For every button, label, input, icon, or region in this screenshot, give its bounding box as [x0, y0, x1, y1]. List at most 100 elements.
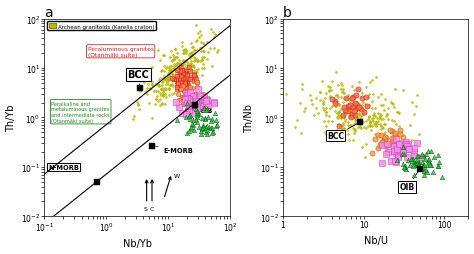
- Point: [306, 94, 314, 98]
- Point: [181, 98, 189, 102]
- Point: [200, 123, 207, 127]
- Point: [193, 115, 201, 119]
- Point: [390, 120, 398, 124]
- Point: [171, 48, 178, 52]
- Point: [410, 147, 418, 151]
- Point: [232, 28, 239, 32]
- Point: [423, 163, 430, 167]
- Point: [412, 104, 419, 108]
- Point: [183, 66, 191, 70]
- Point: [162, 76, 170, 80]
- Point: [358, 92, 365, 96]
- Point: [310, 114, 318, 118]
- Point: [374, 147, 382, 151]
- Point: [341, 108, 349, 112]
- Point: [192, 40, 200, 44]
- Point: [179, 72, 187, 76]
- Point: [345, 115, 353, 119]
- Point: [395, 145, 403, 149]
- Point: [358, 114, 366, 118]
- Point: [157, 87, 165, 91]
- Point: [202, 109, 210, 113]
- Point: [365, 115, 373, 119]
- Point: [383, 144, 391, 148]
- Point: [419, 160, 426, 164]
- Point: [184, 71, 191, 75]
- Point: [373, 76, 380, 80]
- Point: [352, 93, 360, 97]
- Point: [350, 132, 357, 136]
- Point: [366, 124, 374, 128]
- Point: [195, 112, 202, 116]
- Point: [183, 61, 191, 65]
- Point: [193, 110, 201, 114]
- Point: [402, 143, 410, 147]
- Point: [201, 96, 208, 100]
- Point: [203, 131, 210, 135]
- Point: [187, 125, 195, 130]
- Point: [184, 95, 192, 99]
- Point: [182, 95, 190, 99]
- Point: [182, 74, 190, 78]
- Point: [178, 69, 186, 73]
- Point: [380, 138, 387, 142]
- Point: [172, 56, 179, 60]
- Text: a: a: [45, 6, 53, 20]
- Point: [187, 96, 194, 100]
- Point: [146, 87, 154, 91]
- Point: [193, 103, 201, 107]
- Point: [152, 89, 159, 93]
- Point: [193, 107, 201, 111]
- Point: [148, 84, 155, 88]
- Point: [191, 58, 199, 62]
- Point: [337, 82, 345, 86]
- Point: [164, 73, 172, 77]
- Point: [182, 52, 190, 56]
- Point: [187, 69, 194, 73]
- Point: [182, 72, 189, 76]
- Point: [382, 143, 389, 147]
- Point: [180, 83, 187, 87]
- Point: [396, 133, 403, 137]
- Point: [376, 112, 383, 116]
- Point: [173, 64, 181, 68]
- Point: [376, 143, 383, 147]
- Point: [193, 102, 201, 106]
- Point: [212, 125, 219, 129]
- Point: [148, 66, 156, 70]
- Point: [164, 75, 171, 79]
- Point: [148, 117, 155, 121]
- Point: [146, 87, 154, 91]
- Point: [133, 100, 140, 104]
- Point: [181, 84, 188, 88]
- Point: [188, 122, 196, 126]
- Point: [399, 147, 407, 151]
- Point: [182, 59, 190, 63]
- Point: [167, 70, 175, 74]
- Point: [175, 98, 183, 102]
- Point: [394, 154, 402, 158]
- Point: [435, 153, 442, 157]
- Point: [173, 62, 181, 66]
- Point: [395, 144, 402, 148]
- Text: Peraluminous granites
(Otanmäki suite): Peraluminous granites (Otanmäki suite): [88, 47, 154, 57]
- Point: [175, 82, 183, 86]
- Point: [171, 62, 178, 66]
- Point: [179, 51, 187, 55]
- Point: [170, 78, 178, 82]
- Point: [365, 124, 372, 128]
- Point: [380, 132, 388, 136]
- Point: [353, 106, 361, 110]
- Point: [158, 68, 166, 72]
- Point: [160, 88, 168, 92]
- Point: [176, 67, 184, 71]
- Point: [370, 122, 378, 126]
- Point: [369, 106, 376, 110]
- Point: [390, 106, 398, 110]
- Point: [176, 84, 184, 88]
- Point: [177, 88, 184, 92]
- Point: [175, 78, 182, 83]
- Point: [366, 120, 374, 124]
- Point: [383, 137, 390, 141]
- Point: [182, 87, 190, 91]
